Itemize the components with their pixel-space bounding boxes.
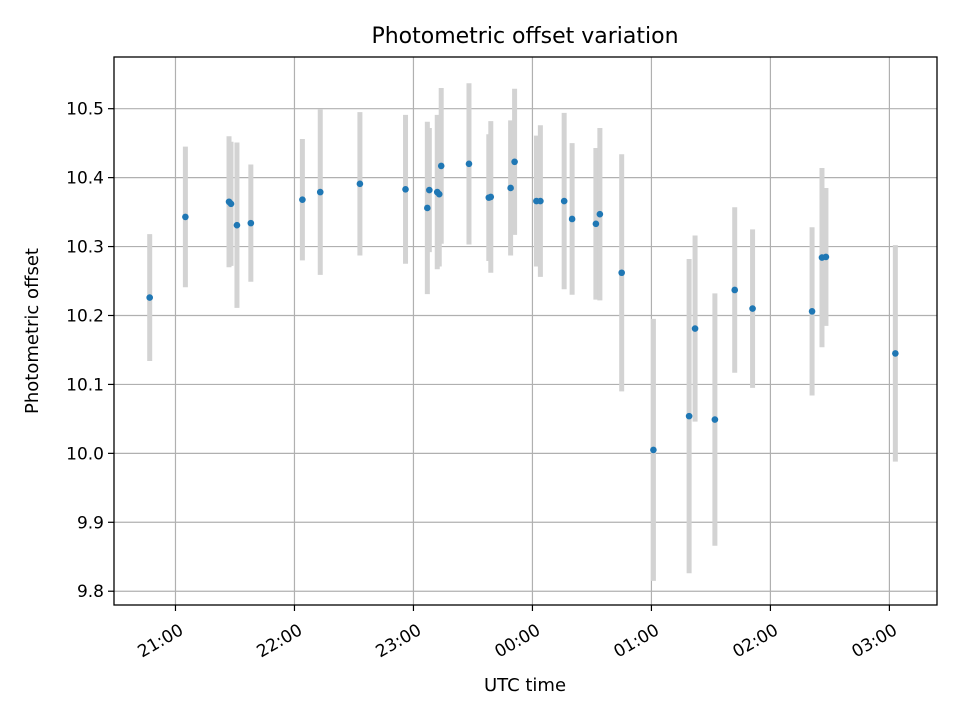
data-point	[618, 269, 625, 277]
data-point	[182, 213, 189, 221]
data-point	[426, 186, 433, 194]
data-point	[437, 162, 445, 170]
data-point	[560, 197, 568, 205]
data-points	[146, 158, 899, 454]
plot-frame	[113, 56, 938, 606]
y-tick-label: 10.1	[66, 375, 104, 395]
data-point	[146, 294, 153, 301]
y-tick-label: 10.0	[66, 444, 104, 464]
y-axis-label: Photometric offset	[22, 248, 43, 414]
data-point	[822, 253, 830, 261]
data-point	[685, 412, 693, 420]
data-point	[731, 286, 739, 294]
data-point	[247, 219, 255, 227]
data-point	[596, 210, 604, 218]
data-point	[691, 325, 699, 332]
data-point	[507, 184, 514, 192]
data-point	[402, 186, 409, 193]
data-point	[487, 193, 495, 201]
data-point	[808, 308, 816, 315]
data-point	[592, 220, 600, 228]
data-point	[650, 446, 657, 454]
y-tick-label: 9.8	[77, 582, 104, 602]
y-tick-label: 10.4	[66, 169, 104, 189]
data-point	[711, 416, 719, 423]
chart-title: Photometric offset variation	[371, 24, 678, 49]
data-point	[299, 196, 306, 203]
y-tick-label: 10.2	[66, 306, 104, 326]
y-tick-label: 10.5	[66, 100, 104, 120]
data-point	[749, 305, 756, 312]
data-point	[537, 197, 544, 205]
data-point	[424, 204, 431, 212]
data-point	[511, 158, 518, 166]
data-point	[356, 180, 364, 188]
y-tick-label: 9.9	[77, 513, 104, 533]
data-point	[233, 221, 241, 229]
y-tick-label: 10.3	[66, 238, 104, 258]
x-axis-label: UTC time	[484, 675, 566, 696]
data-point	[435, 190, 443, 198]
data-point	[568, 215, 576, 223]
data-point	[316, 188, 324, 196]
data-point	[892, 350, 899, 357]
data-point	[465, 160, 473, 168]
data-point	[227, 200, 235, 208]
